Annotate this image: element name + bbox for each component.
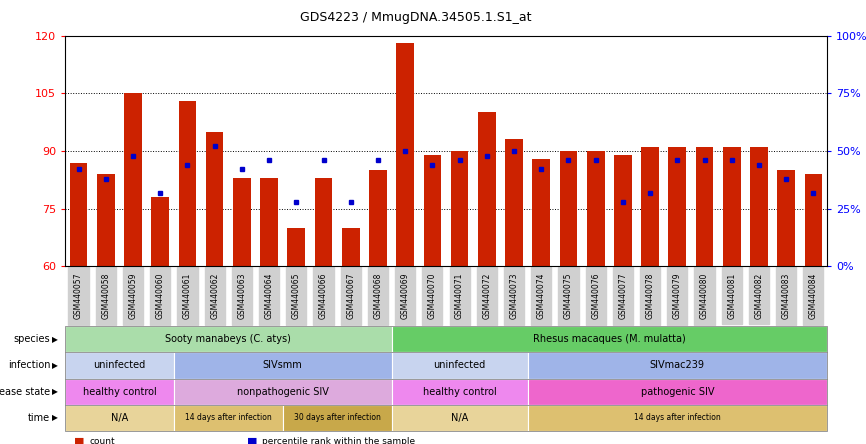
Text: SIVmac239: SIVmac239 [650, 361, 705, 370]
Bar [587, 151, 604, 266]
Bar [97, 174, 114, 266]
Text: healthy control: healthy control [423, 387, 496, 396]
Text: uninfected: uninfected [94, 361, 145, 370]
Bar [450, 151, 469, 266]
Text: ▶: ▶ [52, 335, 58, 344]
Bar [152, 197, 169, 266]
Bar [342, 228, 359, 266]
Text: ▶: ▶ [52, 413, 58, 422]
Text: healthy control: healthy control [82, 387, 156, 396]
Text: Sooty manabeys (C. atys): Sooty manabeys (C. atys) [165, 334, 291, 345]
Text: disease state: disease state [0, 387, 50, 396]
Text: infection: infection [8, 361, 50, 370]
Text: uninfected: uninfected [434, 361, 486, 370]
Text: GDS4223 / MmugDNA.34505.1.S1_at: GDS4223 / MmugDNA.34505.1.S1_at [300, 11, 532, 24]
Text: time: time [28, 412, 50, 423]
Bar [178, 101, 197, 266]
Bar [478, 112, 495, 266]
Bar [314, 178, 333, 266]
Bar [69, 163, 87, 266]
Text: ■: ■ [74, 437, 84, 444]
Text: species: species [14, 334, 50, 345]
Text: nonpathogenic SIV: nonpathogenic SIV [236, 387, 328, 396]
Bar [397, 43, 414, 266]
Bar [260, 178, 278, 266]
Text: ▶: ▶ [52, 387, 58, 396]
Text: percentile rank within the sample: percentile rank within the sample [262, 437, 416, 444]
Text: 14 days after infection: 14 days after infection [184, 413, 272, 422]
Bar [778, 170, 795, 266]
Text: 30 days after infection: 30 days after infection [294, 413, 380, 422]
Bar [641, 147, 659, 266]
Text: Rhesus macaques (M. mulatta): Rhesus macaques (M. mulatta) [533, 334, 686, 345]
Bar [233, 178, 251, 266]
Bar [124, 93, 142, 266]
Text: 14 days after infection: 14 days after infection [634, 413, 721, 422]
Text: count: count [89, 437, 115, 444]
Bar [559, 151, 578, 266]
Text: SIVsmm: SIVsmm [262, 361, 302, 370]
Bar [614, 155, 631, 266]
Bar [750, 147, 768, 266]
Text: ■: ■ [247, 437, 257, 444]
Bar [695, 147, 714, 266]
Bar [533, 159, 550, 266]
Text: N/A: N/A [111, 412, 128, 423]
Bar [288, 228, 305, 266]
Bar [723, 147, 740, 266]
Bar [805, 174, 822, 266]
Bar [423, 155, 441, 266]
Text: N/A: N/A [451, 412, 469, 423]
Bar [505, 139, 523, 266]
Bar [369, 170, 387, 266]
Text: ▶: ▶ [52, 361, 58, 370]
Bar [669, 147, 686, 266]
Text: pathogenic SIV: pathogenic SIV [641, 387, 714, 396]
Bar [206, 132, 223, 266]
